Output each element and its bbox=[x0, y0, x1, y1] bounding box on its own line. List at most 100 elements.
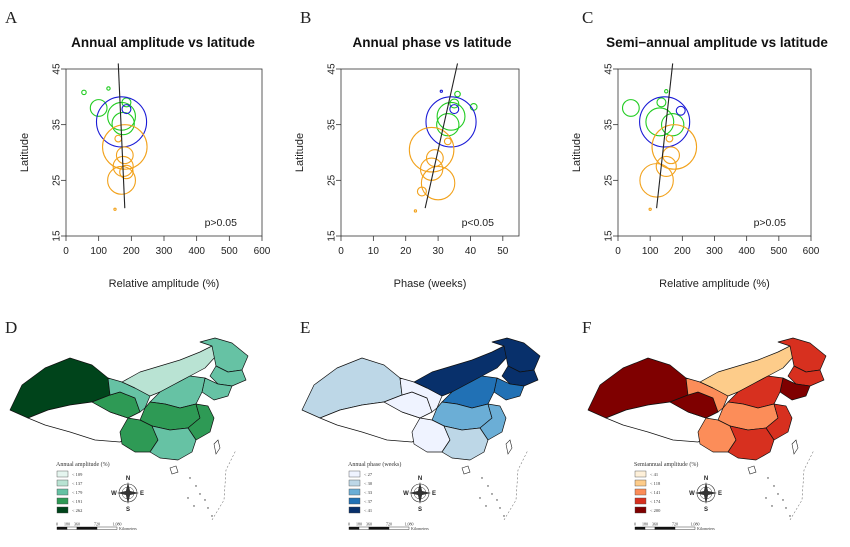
region-east bbox=[187, 403, 215, 441]
x-tick-label: 300 bbox=[706, 246, 723, 257]
plot-frame bbox=[617, 68, 812, 237]
data-point-south bbox=[648, 207, 652, 211]
data-point-north bbox=[660, 112, 685, 137]
data-point-south bbox=[413, 209, 418, 213]
x-tick-label: 500 bbox=[770, 246, 787, 257]
scale-bar-segment bbox=[358, 526, 370, 530]
x-axis-label: Phase (weeks) bbox=[394, 278, 467, 290]
data-point-north bbox=[664, 89, 669, 94]
scale-unit: Kilometers bbox=[411, 526, 429, 531]
y-axis-label: Latitude bbox=[19, 133, 31, 172]
region-south bbox=[441, 425, 489, 461]
island-dot bbox=[479, 497, 481, 499]
island-dot bbox=[187, 497, 189, 499]
island-taiwan bbox=[791, 439, 799, 455]
legend-label: < 262 bbox=[72, 508, 82, 513]
data-point-north bbox=[645, 107, 675, 137]
legend-label: < 179 bbox=[72, 490, 83, 495]
scale-bar-segment bbox=[76, 526, 98, 530]
scale-bar-segment bbox=[348, 526, 360, 530]
island-dot bbox=[485, 505, 487, 507]
map-group: Annual amplitude (%) < 109 < 137 < 179 < 191… bbox=[9, 337, 249, 531]
legend-swatch bbox=[634, 470, 647, 478]
island-dot bbox=[481, 477, 483, 479]
compass-w: W bbox=[689, 491, 695, 497]
compass-star bbox=[695, 490, 717, 496]
scale-tick-label: 180 bbox=[64, 522, 70, 527]
legend-swatch bbox=[348, 497, 361, 505]
x-tick-label: 200 bbox=[123, 246, 140, 257]
island-taiwan bbox=[505, 439, 513, 455]
map-group: Semiannual amplitude (%) < 41 < 118 < 141 < … bbox=[587, 337, 827, 531]
x-tick-label: 30 bbox=[433, 246, 445, 257]
region-jilin bbox=[787, 365, 825, 387]
y-tick-label: 35 bbox=[52, 119, 63, 131]
region-south bbox=[149, 425, 197, 461]
p-value-annotation: p<0.05 bbox=[462, 217, 495, 229]
legend-label: < 37 bbox=[364, 499, 373, 504]
x-tick-label: 10 bbox=[368, 246, 380, 257]
compass-w: W bbox=[111, 491, 117, 497]
island-dot bbox=[496, 499, 498, 501]
y-tick-label: 25 bbox=[52, 174, 63, 186]
legend-title: Annual phase (weeks) bbox=[348, 461, 401, 468]
panel-label-a: A bbox=[5, 8, 18, 27]
data-point-inner bbox=[675, 105, 686, 116]
region-inner-mongolia bbox=[121, 345, 217, 397]
y-tick-label: 35 bbox=[604, 119, 615, 131]
region-inner-mongolia bbox=[413, 345, 509, 397]
legend-swatch bbox=[634, 479, 647, 487]
scale-tick-label: 1,080 bbox=[405, 522, 414, 528]
data-point-south bbox=[651, 124, 698, 170]
data-point-south bbox=[662, 146, 680, 165]
data-point-south bbox=[639, 163, 674, 198]
data-point-south bbox=[101, 124, 148, 170]
data-point-north bbox=[111, 111, 135, 136]
legend-swatch bbox=[56, 497, 69, 505]
x-tick-label: 300 bbox=[156, 246, 173, 257]
x-tick-label: 40 bbox=[465, 246, 477, 257]
panel-label-e: E bbox=[300, 318, 310, 337]
data-point-north bbox=[106, 86, 111, 91]
legend-swatch bbox=[56, 479, 69, 487]
compass-n: N bbox=[704, 476, 708, 482]
region-jilin bbox=[209, 365, 247, 387]
map-annual-phase: Annual phase (weeks) < 27 < 30 < 33 < 37 < 41… bbox=[301, 337, 541, 531]
legend-swatch bbox=[56, 506, 69, 514]
trend-line bbox=[656, 63, 674, 209]
x-tick-label: 0 bbox=[615, 246, 621, 257]
legend-label: < 30 bbox=[364, 481, 373, 486]
region-inner-mongolia bbox=[699, 345, 795, 397]
data-point-inner bbox=[425, 96, 477, 148]
island-dot bbox=[771, 505, 773, 507]
chart-title: Semi−annual amplitude vs latitude bbox=[606, 35, 828, 50]
region-east bbox=[479, 403, 507, 441]
legend-label: < 174 bbox=[650, 499, 661, 504]
data-point-north bbox=[656, 97, 667, 108]
scale-bar-segment bbox=[388, 526, 410, 530]
data-point-inner bbox=[449, 104, 460, 115]
data-point-south bbox=[408, 126, 455, 173]
region-jilin bbox=[501, 365, 539, 387]
legend-label: < 41 bbox=[364, 508, 372, 513]
p-value-annotation: p>0.05 bbox=[754, 217, 787, 229]
sea-boundary bbox=[789, 449, 815, 521]
legend-swatch bbox=[348, 470, 361, 478]
data-point-south bbox=[655, 155, 677, 177]
data-point-inner bbox=[639, 96, 691, 148]
scale-tick-label: 360 bbox=[366, 522, 372, 527]
legend-title: Annual amplitude (%) bbox=[56, 461, 110, 468]
scale-bar-segment bbox=[674, 526, 696, 530]
island-dot bbox=[199, 493, 201, 495]
data-point-inner bbox=[121, 104, 132, 115]
y-tick-label: 15 bbox=[52, 230, 63, 242]
scatter-chart-semiannual-amplitude: Semi−annual amplitude vs latitude 0 100 200… bbox=[571, 35, 828, 290]
plot-frame bbox=[340, 68, 520, 237]
data-point-south bbox=[443, 137, 452, 146]
island-dot bbox=[789, 515, 791, 517]
island-dot bbox=[765, 497, 767, 499]
x-tick-label: 100 bbox=[90, 246, 107, 257]
scale-tick-label: 180 bbox=[642, 522, 648, 527]
scale-tick-label: 0 bbox=[56, 522, 58, 527]
